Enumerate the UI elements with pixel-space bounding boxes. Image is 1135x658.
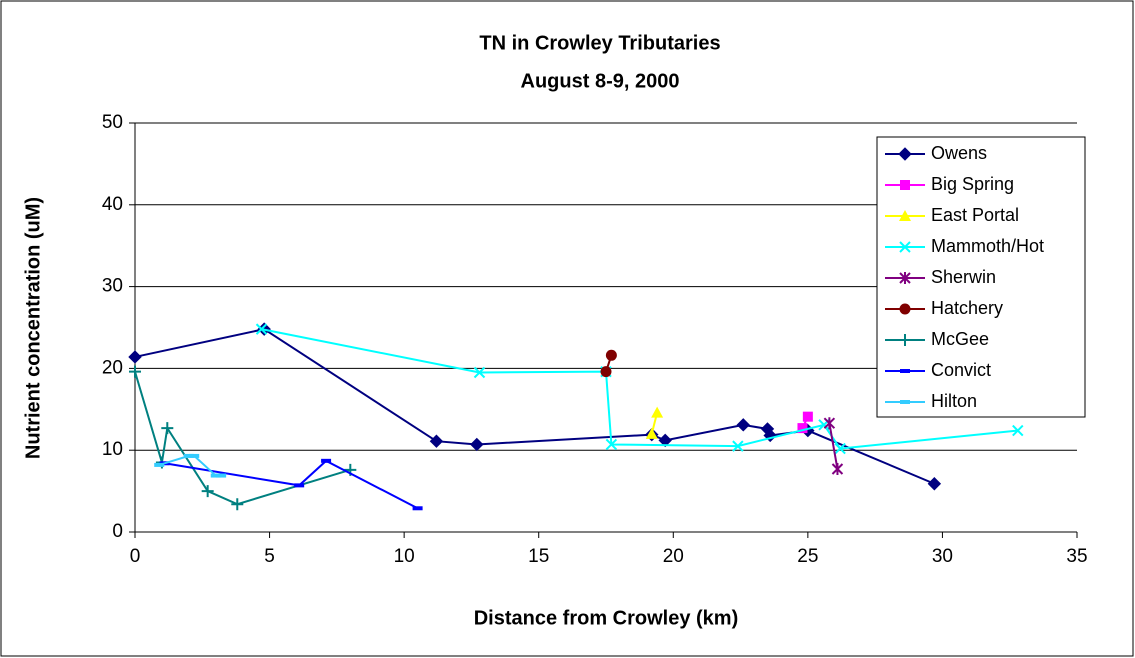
legend-label: Hilton	[931, 391, 977, 411]
marker	[473, 366, 486, 379]
x-tick-label: 15	[528, 546, 549, 567]
legend-label: East Portal	[931, 205, 1019, 225]
marker	[129, 365, 141, 378]
marker	[201, 485, 214, 498]
marker	[210, 473, 221, 478]
marker	[154, 462, 165, 467]
legend-label: Mammoth/Hot	[931, 236, 1044, 256]
x-axis-label: Distance from Crowley (km)	[474, 607, 739, 629]
series-line	[164, 459, 419, 510]
marker	[900, 180, 910, 190]
marker	[161, 422, 174, 435]
chart-title: TN in Crowley Tributaries	[479, 32, 720, 54]
marker	[899, 241, 911, 253]
x-tick-label: 0	[130, 546, 141, 567]
marker	[605, 349, 617, 361]
marker	[321, 458, 332, 463]
marker	[183, 453, 194, 458]
y-axis-label: Nutrient concentration (uM)	[22, 197, 44, 459]
marker	[900, 369, 910, 373]
legend-label: Sherwin	[931, 267, 996, 287]
y-tick-label: 40	[102, 194, 123, 215]
marker	[899, 303, 911, 315]
marker	[255, 323, 268, 335]
legend-label: Hatchery	[931, 298, 1003, 318]
x-tick-label: 5	[264, 546, 275, 567]
marker	[470, 437, 484, 452]
marker	[231, 498, 244, 511]
marker	[429, 434, 444, 448]
marker	[899, 210, 911, 221]
marker	[412, 506, 423, 511]
x-tick-label: 25	[797, 546, 818, 567]
marker	[732, 440, 744, 452]
marker	[736, 418, 750, 432]
legend-label: Owens	[931, 143, 987, 163]
marker	[1012, 424, 1024, 437]
marker	[294, 483, 305, 488]
marker	[899, 272, 911, 284]
x-tick-label: 10	[394, 546, 415, 567]
marker	[831, 463, 844, 476]
marker	[189, 453, 200, 458]
marker	[823, 417, 836, 430]
x-tick-label: 30	[932, 546, 953, 567]
marker	[600, 366, 612, 378]
y-tick-label: 0	[112, 521, 123, 542]
marker	[900, 400, 910, 404]
marker	[898, 147, 912, 161]
legend-label: McGee	[931, 329, 989, 349]
x-tick-label: 20	[663, 546, 684, 567]
marker	[651, 406, 664, 418]
y-tick-label: 50	[102, 112, 123, 133]
marker	[645, 427, 658, 439]
y-tick-label: 30	[102, 276, 123, 297]
legend-label: Convict	[931, 360, 991, 380]
legend-label: Big Spring	[931, 174, 1014, 194]
y-tick-label: 20	[102, 357, 123, 378]
marker	[797, 423, 808, 434]
marker	[216, 473, 227, 478]
x-tick-label: 35	[1066, 546, 1087, 567]
marker	[802, 411, 813, 422]
marker	[658, 433, 672, 448]
marker	[605, 438, 618, 451]
marker	[128, 350, 142, 364]
marker	[927, 477, 942, 491]
y-tick-label: 10	[102, 439, 123, 460]
series-line	[134, 371, 351, 506]
marker	[834, 442, 846, 455]
chart-subtitle: August 8-9, 2000	[521, 70, 680, 92]
series-line	[828, 423, 839, 470]
marker	[899, 334, 911, 346]
